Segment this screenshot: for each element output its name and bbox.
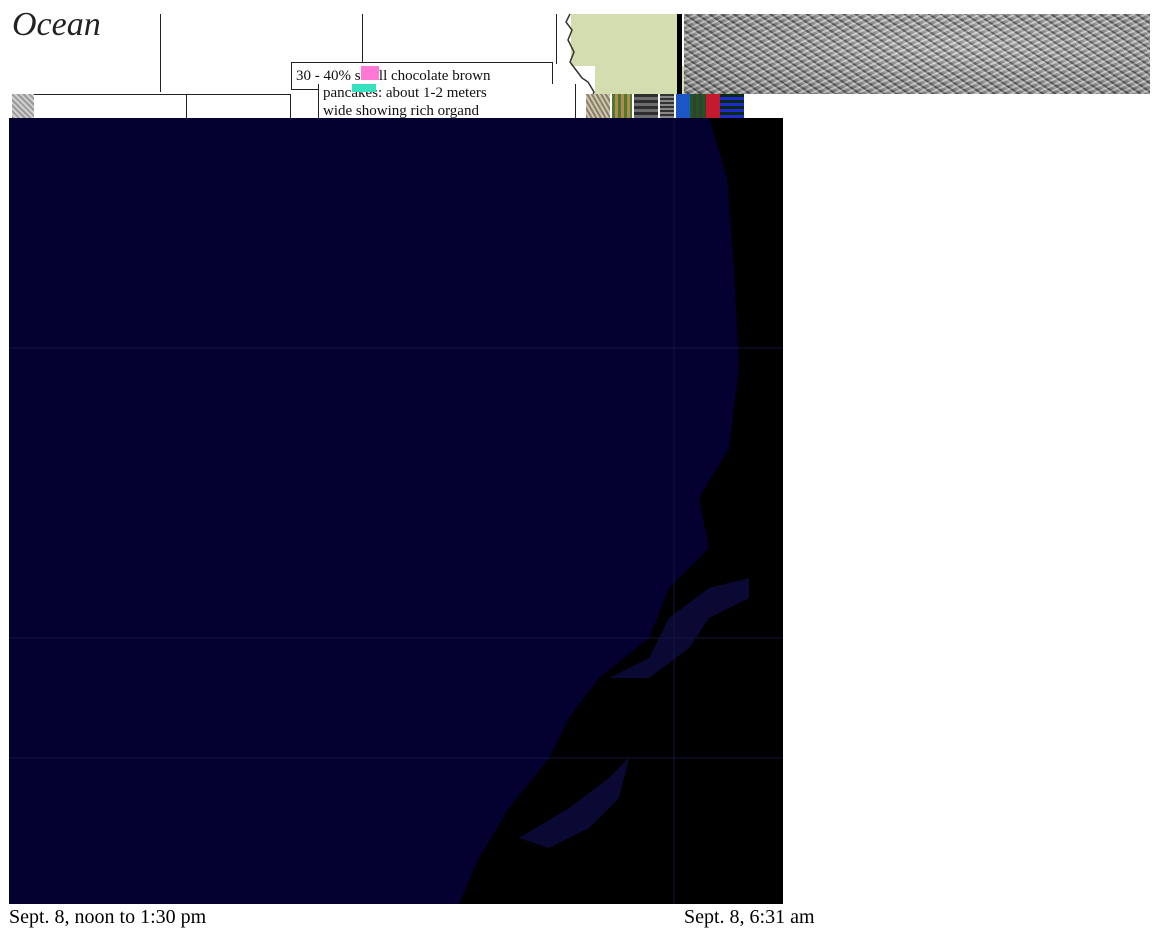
image-chip bbox=[720, 94, 744, 118]
image-chip bbox=[676, 94, 690, 118]
map-line bbox=[160, 14, 161, 92]
image-chip bbox=[706, 94, 720, 118]
map-line bbox=[290, 94, 291, 118]
image-chip bbox=[12, 94, 34, 118]
callout-text: 30 - 40% small chocolate brown bbox=[296, 68, 491, 84]
caption-left: Sept. 8, noon to 1:30 pm bbox=[9, 906, 207, 928]
map-line bbox=[186, 94, 187, 118]
satellite-image bbox=[9, 118, 783, 904]
image-chip bbox=[690, 94, 706, 118]
image-chip bbox=[634, 94, 658, 118]
legend-swatch-teal bbox=[352, 84, 376, 92]
map-line bbox=[34, 94, 290, 95]
callout-text: wide showing rich organd bbox=[323, 103, 479, 119]
image-chip bbox=[586, 94, 610, 118]
sea-overlay bbox=[9, 118, 783, 904]
map-line bbox=[362, 14, 363, 64]
image-border bbox=[677, 14, 682, 94]
sar-image-thumbnail bbox=[684, 14, 1150, 94]
image-chip bbox=[660, 94, 674, 118]
land-area bbox=[571, 14, 677, 66]
image-chip bbox=[612, 94, 632, 118]
legend-swatch-pink bbox=[361, 66, 379, 80]
map-line bbox=[556, 14, 557, 64]
ocean-label: Ocean bbox=[12, 6, 101, 43]
caption-right: Sept. 8, 6:31 am bbox=[684, 906, 815, 928]
